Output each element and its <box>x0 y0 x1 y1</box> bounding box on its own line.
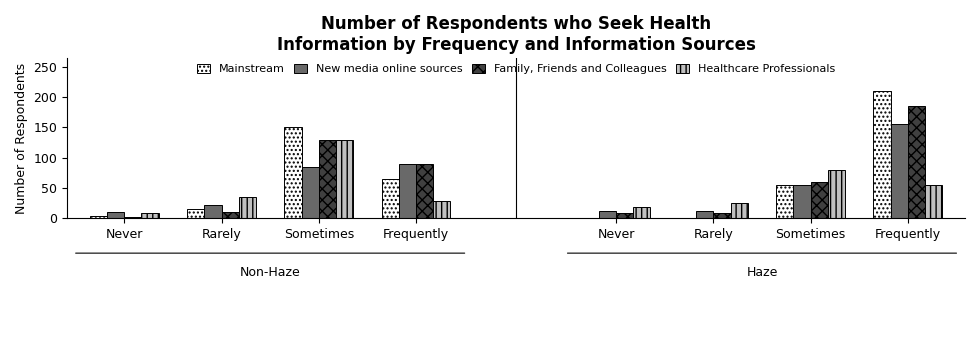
Bar <box>302 167 318 218</box>
Bar <box>616 213 633 218</box>
Bar <box>107 212 124 218</box>
Bar <box>776 185 794 218</box>
Bar <box>399 164 416 218</box>
Bar <box>794 185 810 218</box>
Bar <box>696 211 713 218</box>
Bar <box>730 203 748 218</box>
Bar <box>713 213 730 218</box>
Bar <box>433 201 451 218</box>
Bar <box>381 179 399 218</box>
Bar <box>925 185 942 218</box>
Bar <box>891 125 907 218</box>
Bar <box>90 216 107 218</box>
Bar <box>599 211 616 218</box>
Bar <box>907 106 925 218</box>
Bar <box>336 140 353 218</box>
Bar <box>318 140 336 218</box>
Bar <box>221 212 239 218</box>
Bar <box>141 213 159 218</box>
Legend: Mainstream, New media online sources, Family, Friends and Colleagues, Healthcare: Mainstream, New media online sources, Fa… <box>197 64 835 74</box>
Text: Haze: Haze <box>747 266 778 279</box>
Y-axis label: Number of Respondents: Number of Respondents <box>15 62 28 213</box>
Bar <box>828 170 845 218</box>
Bar <box>416 164 433 218</box>
Title: Number of Respondents who Seek Health
Information by Frequency and Information S: Number of Respondents who Seek Health In… <box>276 15 756 54</box>
Bar <box>284 127 302 218</box>
Bar <box>239 197 256 218</box>
Bar <box>205 205 221 218</box>
Bar <box>633 207 651 218</box>
Bar <box>124 217 141 218</box>
Bar <box>873 91 891 218</box>
Bar <box>810 182 828 218</box>
Text: Non-Haze: Non-Haze <box>240 266 301 279</box>
Bar <box>187 209 205 218</box>
